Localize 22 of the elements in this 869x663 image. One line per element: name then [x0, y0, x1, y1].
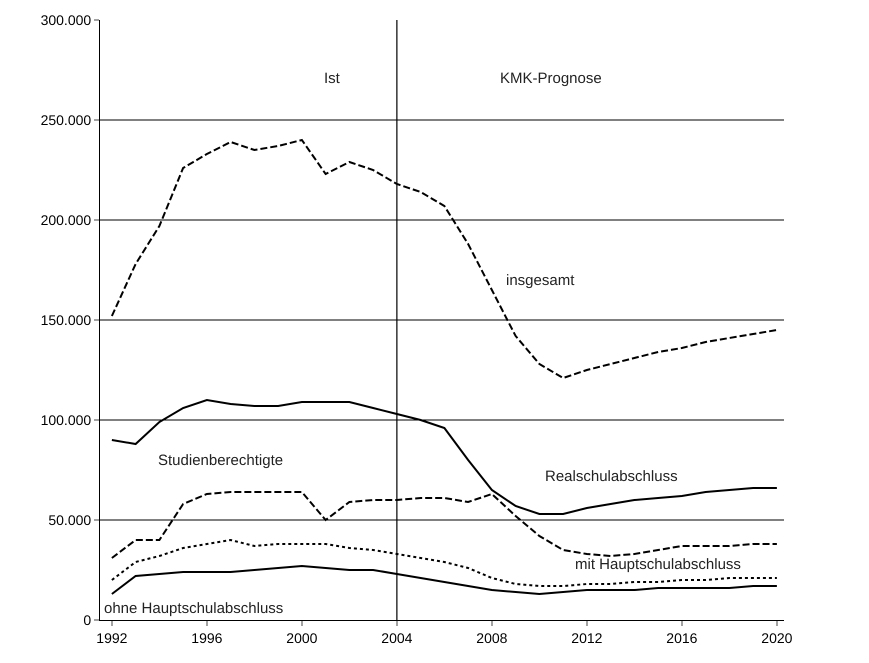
- y-tick-label: 300.000: [40, 12, 92, 28]
- y-tick-label: 50.000: [48, 512, 92, 528]
- series-label: ohne Hauptschulabschluss: [104, 600, 284, 617]
- x-tick-label: 2004: [381, 630, 413, 646]
- y-tick-label: 100.000: [40, 412, 92, 428]
- y-tick-label: 200.000: [40, 212, 92, 228]
- annotation: KMK-Prognose: [500, 70, 602, 87]
- series-label: insgesamt: [506, 272, 576, 289]
- x-tick-label: 2008: [476, 630, 508, 646]
- x-tick-label: 2000: [286, 630, 318, 646]
- series-label: Studienberechtigte: [158, 452, 284, 469]
- y-tick-label: 150.000: [40, 312, 92, 328]
- series-label: mit Hauptschulabschluss: [575, 556, 741, 573]
- x-tick-label: 2016: [666, 630, 698, 646]
- series-label: Realschulabschluss: [545, 468, 678, 485]
- y-tick-label: 250.000: [40, 112, 92, 128]
- x-tick-label: 2012: [571, 630, 603, 646]
- x-tick-label: 2020: [761, 630, 793, 646]
- x-tick-label: 1992: [96, 630, 128, 646]
- annotation: Ist: [324, 70, 341, 87]
- x-tick-label: 1996: [191, 630, 223, 646]
- y-tick-label: 0: [83, 612, 92, 628]
